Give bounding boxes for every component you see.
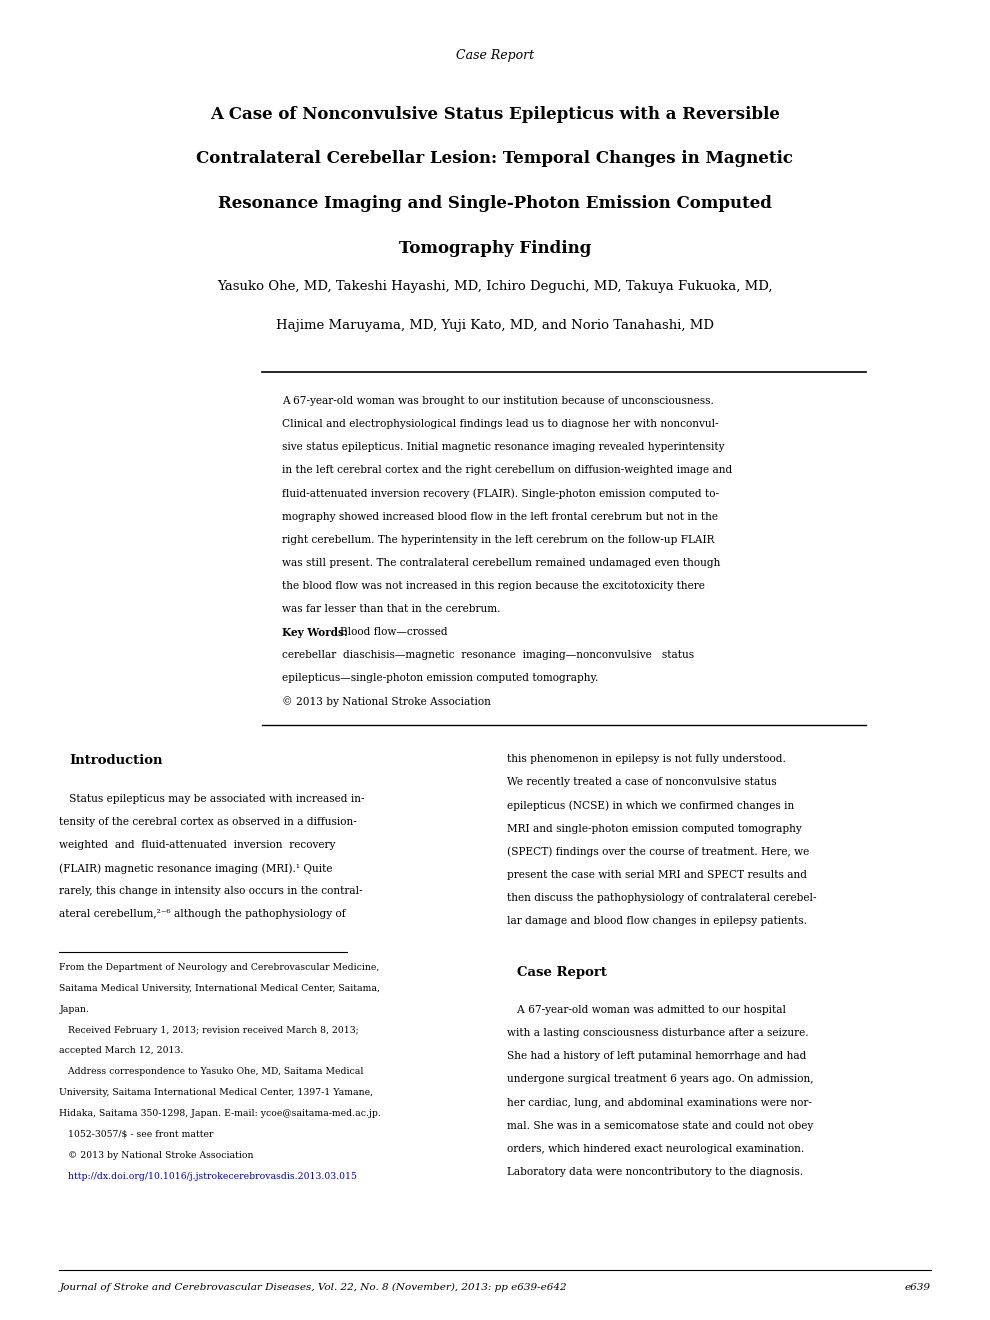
Text: (FLAIR) magnetic resonance imaging (MRI).¹ Quite: (FLAIR) magnetic resonance imaging (MRI)… bbox=[59, 863, 333, 874]
Text: Introduction: Introduction bbox=[69, 755, 162, 767]
Text: then discuss the pathophysiology of contralateral cerebel-: then discuss the pathophysiology of cont… bbox=[507, 894, 817, 903]
Text: Case Report: Case Report bbox=[517, 966, 607, 978]
Text: University, Saitama International Medical Center, 1397-1 Yamane,: University, Saitama International Medica… bbox=[59, 1088, 373, 1097]
Text: Hidaka, Saitama 350-1298, Japan. E-mail: ycoe@saitama-med.ac.jp.: Hidaka, Saitama 350-1298, Japan. E-mail:… bbox=[59, 1109, 381, 1118]
Text: her cardiac, lung, and abdominal examinations were nor-: her cardiac, lung, and abdominal examina… bbox=[507, 1098, 812, 1107]
Text: tensity of the cerebral cortex as observed in a diffusion-: tensity of the cerebral cortex as observ… bbox=[59, 817, 357, 828]
Text: Clinical and electrophysiological findings lead us to diagnose her with nonconvu: Clinical and electrophysiological findin… bbox=[282, 420, 719, 429]
Text: Blood flow—crossed: Blood flow—crossed bbox=[340, 627, 447, 638]
Text: ateral cerebellum,²⁻⁶ although the pathophysiology of: ateral cerebellum,²⁻⁶ although the patho… bbox=[59, 909, 346, 920]
Text: lar damage and blood flow changes in epilepsy patients.: lar damage and blood flow changes in epi… bbox=[507, 916, 807, 927]
Text: She had a history of left putaminal hemorrhage and had: She had a history of left putaminal hemo… bbox=[507, 1052, 806, 1061]
Text: Yasuko Ohe, MD, Takeshi Hayashi, MD, Ichiro Deguchi, MD, Takuya Fukuoka, MD,: Yasuko Ohe, MD, Takeshi Hayashi, MD, Ich… bbox=[217, 280, 773, 293]
Text: Address correspondence to Yasuko Ohe, MD, Saitama Medical: Address correspondence to Yasuko Ohe, MD… bbox=[59, 1068, 364, 1076]
Text: mography showed increased blood flow in the left frontal cerebrum but not in the: mography showed increased blood flow in … bbox=[282, 512, 718, 521]
Text: Received February 1, 2013; revision received March 8, 2013;: Received February 1, 2013; revision rece… bbox=[59, 1026, 359, 1035]
Text: Hajime Maruyama, MD, Yuji Kato, MD, and Norio Tanahashi, MD: Hajime Maruyama, MD, Yuji Kato, MD, and … bbox=[276, 319, 714, 333]
Text: cerebellar  diaschisis—magnetic  resonance  imaging—nonconvulsive   status: cerebellar diaschisis—magnetic resonance… bbox=[282, 651, 694, 660]
Text: Contralateral Cerebellar Lesion: Temporal Changes in Magnetic: Contralateral Cerebellar Lesion: Tempora… bbox=[196, 150, 794, 168]
Text: 1052-3057/$ - see front matter: 1052-3057/$ - see front matter bbox=[59, 1130, 214, 1139]
Text: From the Department of Neurology and Cerebrovascular Medicine,: From the Department of Neurology and Cer… bbox=[59, 964, 379, 972]
Text: http://dx.doi.org/10.1016/j.jstrokecerebrovasdis.2013.03.015: http://dx.doi.org/10.1016/j.jstrokecereb… bbox=[59, 1172, 357, 1180]
Text: Resonance Imaging and Single-Photon Emission Computed: Resonance Imaging and Single-Photon Emis… bbox=[218, 195, 772, 213]
Text: was far lesser than that in the cerebrum.: was far lesser than that in the cerebrum… bbox=[282, 605, 501, 614]
Text: present the case with serial MRI and SPECT results and: present the case with serial MRI and SPE… bbox=[507, 870, 807, 880]
Text: with a lasting consciousness disturbance after a seizure.: with a lasting consciousness disturbance… bbox=[507, 1028, 809, 1039]
Text: Key Words:: Key Words: bbox=[282, 627, 351, 638]
Text: epilepticus—single-photon emission computed tomography.: epilepticus—single-photon emission compu… bbox=[282, 673, 599, 684]
Text: Tomography Finding: Tomography Finding bbox=[399, 240, 591, 257]
Text: Status epilepticus may be associated with increased in-: Status epilepticus may be associated wit… bbox=[59, 795, 365, 804]
Text: the blood flow was not increased in this region because the excitotoxicity there: the blood flow was not increased in this… bbox=[282, 581, 705, 591]
Text: orders, which hindered exact neurological examination.: orders, which hindered exact neurologica… bbox=[507, 1144, 804, 1154]
Text: Case Report: Case Report bbox=[456, 49, 534, 62]
Text: mal. She was in a semicomatose state and could not obey: mal. She was in a semicomatose state and… bbox=[507, 1121, 813, 1131]
Text: e639: e639 bbox=[905, 1283, 931, 1292]
Text: © 2013 by National Stroke Association: © 2013 by National Stroke Association bbox=[59, 1151, 253, 1160]
Text: We recently treated a case of nonconvulsive status: We recently treated a case of nonconvuls… bbox=[507, 777, 776, 788]
Text: sive status epilepticus. Initial magnetic resonance imaging revealed hyperintens: sive status epilepticus. Initial magneti… bbox=[282, 442, 725, 453]
Text: Japan.: Japan. bbox=[59, 1005, 89, 1014]
Text: A 67-year-old woman was admitted to our hospital: A 67-year-old woman was admitted to our … bbox=[507, 1006, 786, 1015]
Text: A Case of Nonconvulsive Status Epilepticus with a Reversible: A Case of Nonconvulsive Status Epileptic… bbox=[210, 106, 780, 123]
Text: Laboratory data were noncontributory to the diagnosis.: Laboratory data were noncontributory to … bbox=[507, 1167, 803, 1177]
Text: A 67-year-old woman was brought to our institution because of unconsciousness.: A 67-year-old woman was brought to our i… bbox=[282, 396, 714, 407]
Text: (SPECT) findings over the course of treatment. Here, we: (SPECT) findings over the course of trea… bbox=[507, 847, 809, 858]
Text: accepted March 12, 2013.: accepted March 12, 2013. bbox=[59, 1047, 184, 1056]
Text: Saitama Medical University, International Medical Center, Saitama,: Saitama Medical University, Internationa… bbox=[59, 983, 380, 993]
Text: MRI and single-photon emission computed tomography: MRI and single-photon emission computed … bbox=[507, 824, 802, 834]
Text: Journal of Stroke and Cerebrovascular Diseases, Vol. 22, No. 8 (November), 2013:: Journal of Stroke and Cerebrovascular Di… bbox=[59, 1283, 567, 1292]
Text: rarely, this change in intensity also occurs in the contral-: rarely, this change in intensity also oc… bbox=[59, 887, 363, 896]
Text: undergone surgical treatment 6 years ago. On admission,: undergone surgical treatment 6 years ago… bbox=[507, 1074, 814, 1085]
Text: epilepticus (NCSE) in which we confirmed changes in: epilepticus (NCSE) in which we confirmed… bbox=[507, 800, 794, 812]
Text: fluid-attenuated inversion recovery (FLAIR). Single-photon emission computed to-: fluid-attenuated inversion recovery (FLA… bbox=[282, 488, 719, 499]
Text: weighted  and  fluid-attenuated  inversion  recovery: weighted and fluid-attenuated inversion … bbox=[59, 841, 336, 850]
Text: was still present. The contralateral cerebellum remained undamaged even though: was still present. The contralateral cer… bbox=[282, 558, 721, 568]
Text: right cerebellum. The hyperintensity in the left cerebrum on the follow-up FLAIR: right cerebellum. The hyperintensity in … bbox=[282, 535, 715, 545]
Text: in the left cerebral cortex and the right cerebellum on diffusion-weighted image: in the left cerebral cortex and the righ… bbox=[282, 466, 733, 475]
Text: © 2013 by National Stroke Association: © 2013 by National Stroke Association bbox=[282, 697, 491, 708]
Text: this phenomenon in epilepsy is not fully understood.: this phenomenon in epilepsy is not fully… bbox=[507, 755, 786, 764]
